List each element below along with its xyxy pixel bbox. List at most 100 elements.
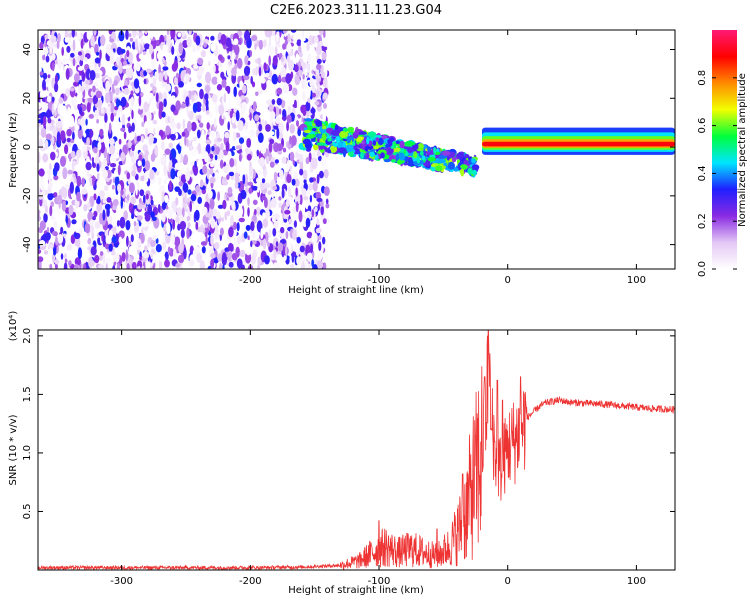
spectrogram-cell: [209, 198, 215, 210]
spectrogram-cell: [310, 107, 316, 114]
spectrogram-cell: [131, 213, 135, 220]
spectrogram-cell: [226, 64, 230, 77]
spectrogram-cell: [51, 135, 55, 146]
spectrogram-cell: [123, 87, 130, 95]
spectrogram-cell: [287, 33, 291, 45]
spectrogram-cell: [155, 92, 159, 103]
spectrogram-cell: [224, 211, 228, 221]
spectrogram-cell: [174, 162, 181, 170]
spectrogram-cell: [208, 186, 212, 196]
spectrogram-cell: [258, 39, 264, 50]
spectrogram-cell: [296, 39, 302, 47]
spectrogram-cell: [187, 222, 191, 228]
spectrogram-cell: [111, 83, 115, 93]
spectrogram-cell: [344, 144, 354, 153]
spectrogram-cell: [81, 71, 86, 82]
spectrogram-cell: [76, 154, 79, 165]
spectrogram-cell: [316, 58, 322, 64]
spectrogram-cell: [231, 116, 236, 124]
spectrogram-cell: [295, 201, 299, 213]
spectrogram-cell: [92, 85, 96, 93]
spectrogram-cell: [304, 118, 313, 122]
spectrogram-cell: [171, 46, 175, 55]
spectrogram-cell: [303, 196, 309, 201]
spectrogram-cell: [257, 89, 264, 95]
spectrogram-cell: [87, 237, 92, 245]
spectrogram-cell: [83, 57, 88, 62]
spectrogram-cell: [276, 97, 282, 106]
spectrogram-cell: [339, 131, 348, 139]
spectrogram-cell: [239, 130, 247, 138]
spectrogram-cell: [255, 163, 260, 168]
spectrogram-cell: [304, 78, 308, 90]
spectrogram-cell: [311, 158, 318, 170]
spectrogram-cell: [299, 52, 303, 58]
spectrogram-cell: [161, 190, 165, 203]
spectrogram-cell: [128, 245, 135, 256]
spectrogram-cell: [51, 103, 55, 116]
spectrogram-cell: [109, 101, 115, 113]
spectrogram-cell: [301, 79, 305, 90]
spectrogram-cell: [249, 50, 252, 57]
spectrogram-cell: [210, 253, 216, 259]
spectrogram-cell: [228, 97, 232, 110]
spectrogram-cell: [366, 136, 370, 145]
spectrogram-cell: [265, 124, 271, 132]
spectrogram-cell: [69, 87, 75, 92]
spectrogram-cell: [196, 82, 202, 88]
spectrogram-cell: [189, 200, 192, 212]
spectrogram-cell: [392, 147, 401, 152]
spectrogram-cell: [314, 43, 318, 48]
spectrogram-cell: [134, 173, 139, 181]
spectrogram-cell: [306, 134, 315, 139]
spectrogram-cell: [337, 141, 344, 149]
spectrogram-cell: [235, 145, 242, 150]
spectrogram-cell: [427, 146, 432, 152]
spectrogram-cell: [164, 194, 169, 204]
spectrogram-cell: [395, 140, 400, 145]
spectrogram-y-label: Frequency (Hz): [8, 112, 19, 188]
spectrogram-cell: [90, 35, 94, 47]
spectrogram-cell: [190, 121, 197, 132]
colorbar-tick-label: 0.0: [697, 261, 708, 277]
spectrogram-cell: [77, 118, 81, 125]
spectrogram-cell: [126, 263, 130, 269]
spectrogram-cell: [148, 133, 154, 145]
spectrogram-cell: [236, 222, 240, 232]
snr-y-multiplier: (x10⁴): [8, 311, 19, 342]
spectrogram-cell: [280, 66, 287, 79]
spectrogram-cell: [299, 194, 303, 205]
spectrogram-cell: [254, 114, 260, 122]
spectrogram-cell: [292, 159, 295, 166]
spectrogram-cell: [83, 132, 87, 138]
x-tick-label: -200: [239, 275, 262, 286]
spectrogram-cell: [322, 125, 327, 130]
spectrogram-cell: [224, 194, 227, 200]
spectrogram-cell: [129, 151, 135, 158]
spectrogram-cell: [275, 241, 279, 247]
spectrogram-cell: [157, 51, 161, 60]
spectrogram-cell: [327, 149, 332, 153]
spectrogram-cell: [226, 174, 230, 180]
spectrogram-cell: [144, 171, 149, 183]
spectrogram-cell: [142, 252, 149, 259]
spectrogram-cell: [165, 83, 172, 92]
spectrogram-cell: [281, 116, 287, 121]
spectrogram-cell: [162, 44, 169, 53]
spectrogram-cell: [163, 164, 167, 177]
spectrogram-cell: [209, 176, 216, 184]
spectrogram-cell: [224, 111, 229, 119]
spectrogram-cell: [194, 209, 200, 221]
spectrogram-cell: [228, 171, 235, 177]
spectrogram-cell: [38, 138, 44, 150]
spectrogram-cell: [246, 153, 252, 161]
spectrogram-cell: [192, 46, 196, 53]
spectrogram-cell: [128, 33, 132, 38]
spectrogram-cell: [297, 128, 302, 137]
spectrogram-cell: [76, 94, 83, 105]
spectrogram-cell: [251, 81, 256, 88]
spectrogram-cell: [247, 60, 251, 65]
spectrogram-cell: [180, 104, 187, 109]
spectrogram-cell: [241, 101, 247, 112]
